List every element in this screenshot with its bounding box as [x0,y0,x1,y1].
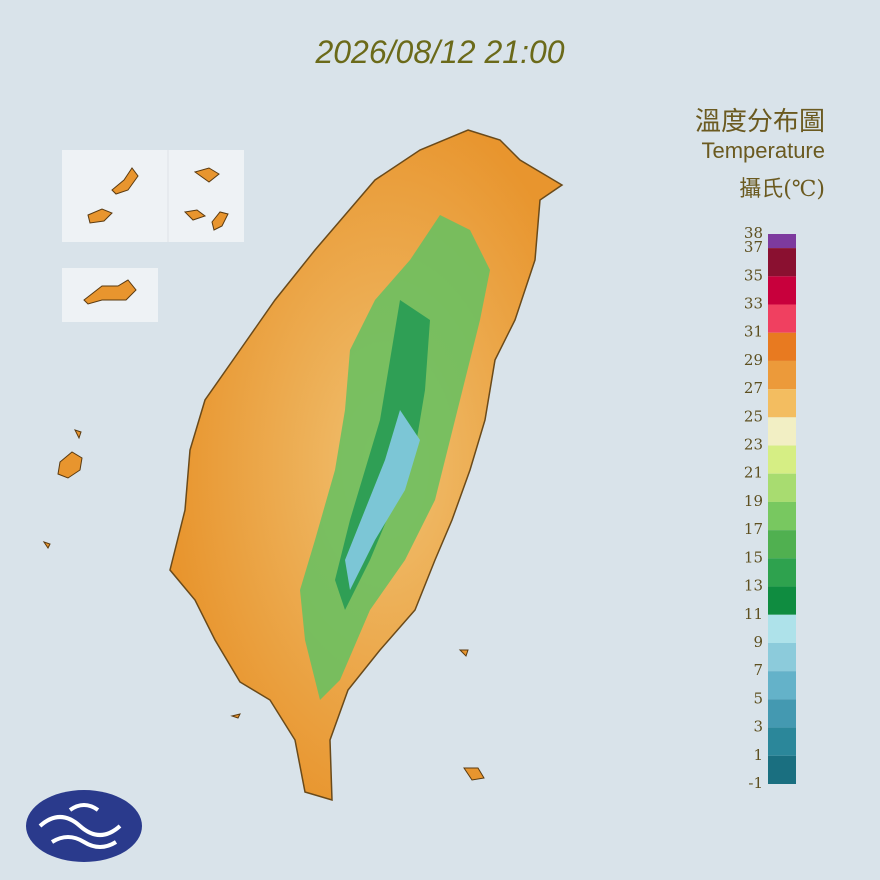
color-band [768,473,796,502]
tick-label: -1 [748,774,763,792]
island [42,429,485,781]
timestamp: 2026/08/12 21:00 [314,34,564,70]
tick-label: 19 [744,492,763,510]
tick-label: 15 [744,548,763,566]
color-band [768,642,796,672]
logo [26,790,142,862]
color-band [768,614,796,643]
color-band [768,755,796,784]
color-band [768,389,796,418]
tick-label: 11 [744,605,763,623]
tick-label: 38 [744,224,763,242]
peak-zone [345,410,420,590]
color-band [768,530,796,559]
color-band [768,445,796,474]
tick-label: 7 [753,661,763,679]
inset-islands [42,150,485,781]
tick-label: 3 [753,718,763,736]
taiwan-map [169,129,564,802]
color-band [768,586,796,615]
tick-label: 9 [753,633,763,651]
color-band [768,360,796,390]
color-band [768,671,796,700]
color-band [768,501,796,531]
tick-label: 17 [744,520,763,538]
tick-label: 13 [744,577,763,595]
color-band [768,332,796,361]
color-band [768,304,796,333]
island [87,167,229,231]
tick-label: 25 [744,407,763,425]
tick-label: 27 [744,379,763,397]
tick-label: 33 [744,295,763,313]
color-band [768,248,796,277]
color-band [768,727,796,756]
legend-subtitle: Temperature [701,138,825,163]
color-band [768,558,796,587]
tick-label: 37 [744,238,763,256]
tick-label: 35 [744,266,763,284]
tick-label: 1 [753,746,763,764]
color-band [768,699,796,728]
tick-label: 29 [744,351,763,369]
tick-label: 21 [744,464,763,482]
tick-label: 23 [744,436,763,454]
color-band [768,234,796,249]
tick-label: 5 [753,689,763,707]
color-band [768,276,796,305]
island [83,279,137,305]
legend-unit: 攝氏(℃) [739,177,825,202]
tick-label: 31 [744,323,763,341]
logo-disc [26,790,142,862]
color-band [768,417,796,446]
logo-mark [38,803,122,849]
legend-title: 溫度分布圖 [695,107,825,137]
